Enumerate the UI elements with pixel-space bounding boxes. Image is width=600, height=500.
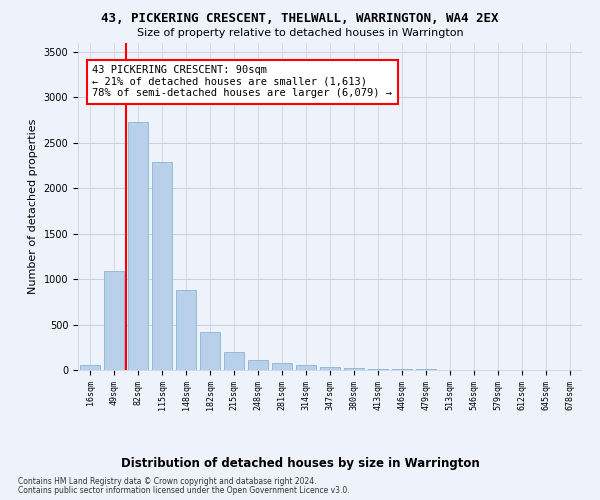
- Bar: [152, 162, 172, 370]
- Bar: [368, 368, 388, 370]
- Bar: [104, 271, 124, 370]
- Bar: [80, 366, 100, 370]
- Text: Distribution of detached houses by size in Warrington: Distribution of detached houses by size …: [121, 458, 479, 470]
- Y-axis label: Number of detached properties: Number of detached properties: [28, 118, 38, 294]
- Bar: [128, 122, 148, 370]
- Text: 43, PICKERING CRESCENT, THELWALL, WARRINGTON, WA4 2EX: 43, PICKERING CRESCENT, THELWALL, WARRIN…: [101, 12, 499, 26]
- Bar: [200, 332, 220, 370]
- Bar: [176, 290, 196, 370]
- Bar: [344, 368, 364, 370]
- Text: Contains HM Land Registry data © Crown copyright and database right 2024.: Contains HM Land Registry data © Crown c…: [18, 477, 317, 486]
- Bar: [272, 363, 292, 370]
- Bar: [248, 360, 268, 370]
- Text: Size of property relative to detached houses in Warrington: Size of property relative to detached ho…: [137, 28, 463, 38]
- Bar: [296, 365, 316, 370]
- Bar: [224, 352, 244, 370]
- Bar: [392, 369, 412, 370]
- Text: Contains public sector information licensed under the Open Government Licence v3: Contains public sector information licen…: [18, 486, 350, 495]
- Text: 43 PICKERING CRESCENT: 90sqm
← 21% of detached houses are smaller (1,613)
78% of: 43 PICKERING CRESCENT: 90sqm ← 21% of de…: [92, 65, 392, 98]
- Bar: [320, 367, 340, 370]
